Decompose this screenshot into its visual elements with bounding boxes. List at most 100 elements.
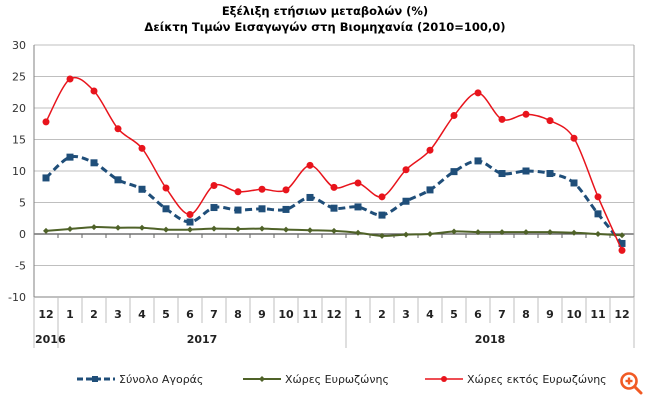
x-tick-label: 1 xyxy=(66,308,74,321)
data-point xyxy=(523,229,529,236)
data-point xyxy=(90,87,98,95)
data-point xyxy=(354,203,362,211)
x-tick-label: 9 xyxy=(546,308,554,321)
data-point xyxy=(234,206,242,214)
x-tick-label: 9 xyxy=(258,308,266,321)
data-series xyxy=(42,75,626,254)
y-tick-label: 15 xyxy=(12,134,26,147)
data-point xyxy=(355,229,361,236)
data-point xyxy=(595,231,601,237)
x-tick-label: 8 xyxy=(522,308,530,321)
data-point xyxy=(258,205,266,213)
data-point xyxy=(451,228,457,235)
data-point xyxy=(378,193,386,201)
data-point xyxy=(187,226,193,233)
data-point xyxy=(546,170,554,178)
x-tick-label: 11 xyxy=(590,308,605,321)
x-tick-label: 5 xyxy=(450,308,458,321)
data-point xyxy=(402,166,410,174)
legend-label-non-eurozone: Χώρες εκτός Ευρωζώνης xyxy=(467,372,607,386)
data-point xyxy=(162,205,170,213)
data-point xyxy=(210,181,218,189)
data-point xyxy=(186,210,194,218)
legend-solid-circle-icon xyxy=(425,376,463,382)
x-tick-label: 6 xyxy=(186,308,194,321)
zoom-in-icon xyxy=(620,372,643,395)
data-point xyxy=(235,225,241,232)
data-point xyxy=(498,170,506,178)
x-tick-label: 8 xyxy=(234,308,242,321)
data-point xyxy=(354,179,362,187)
data-point xyxy=(594,210,602,218)
data-point xyxy=(139,224,145,231)
data-point xyxy=(474,89,482,97)
data-point xyxy=(547,229,553,236)
x-tick-label: 2 xyxy=(90,308,98,321)
x-tick-label: 10 xyxy=(278,308,294,321)
data-point xyxy=(330,204,338,212)
data-point xyxy=(426,146,434,154)
data-point xyxy=(331,227,337,234)
data-point xyxy=(114,176,122,184)
data-point xyxy=(379,232,385,239)
x-tick-label: 7 xyxy=(210,308,218,321)
data-point xyxy=(234,188,242,196)
year-group-label: 2018 xyxy=(475,333,506,346)
legend-item-total-market: Σύνολο Αγοράς xyxy=(76,370,203,388)
data-point xyxy=(306,193,314,201)
data-point xyxy=(618,246,626,254)
data-point xyxy=(571,229,577,236)
data-point xyxy=(403,231,409,238)
data-point xyxy=(258,185,266,193)
x-tick-label: 12 xyxy=(614,308,629,321)
data-point xyxy=(42,174,50,182)
chart-title: Εξέλιξη ετήσιων μεταβολών (%) Δείκτη Τιμ… xyxy=(0,3,650,35)
data-point xyxy=(522,110,530,118)
y-tick-label: 30 xyxy=(12,39,26,52)
series-eurozone xyxy=(43,224,625,239)
data-point xyxy=(186,218,194,226)
y-tick-label: 5 xyxy=(19,197,26,210)
legend-solid-diamond-icon xyxy=(243,376,281,382)
data-point xyxy=(259,225,265,232)
data-point xyxy=(450,168,458,176)
data-point xyxy=(138,144,146,152)
data-point xyxy=(402,197,410,205)
data-point xyxy=(114,125,122,133)
x-tick-label: 1 xyxy=(354,308,362,321)
legend-label-total-market: Σύνολο Αγοράς xyxy=(119,372,204,386)
data-point xyxy=(67,225,73,232)
x-tick-label: 4 xyxy=(426,308,434,321)
y-tick-label: -10 xyxy=(8,291,26,304)
data-point xyxy=(570,134,578,142)
data-point xyxy=(619,232,625,239)
year-group-label: 2017 xyxy=(187,333,218,346)
x-tick-label: 3 xyxy=(402,308,410,321)
data-point xyxy=(306,161,314,169)
chart-title-line1: Εξέλιξη ετήσιων μεταβολών (%) xyxy=(221,4,429,18)
data-point xyxy=(474,157,482,165)
x-tick-label: 11 xyxy=(302,308,317,321)
y-tick-label: 20 xyxy=(12,102,26,115)
x-tick-label: 5 xyxy=(162,308,170,321)
data-point xyxy=(90,159,98,167)
x-tick-label: 3 xyxy=(114,308,122,321)
x-tick-label: 10 xyxy=(566,308,582,321)
data-point xyxy=(307,227,313,234)
data-point xyxy=(426,186,434,194)
zoom-in-button[interactable] xyxy=(618,370,644,396)
x-tick-label: 6 xyxy=(474,308,482,321)
data-point xyxy=(282,205,290,213)
data-point xyxy=(115,224,121,231)
x-tick-label: 12 xyxy=(38,308,53,321)
x-tick-label: 7 xyxy=(498,308,506,321)
data-point xyxy=(138,185,146,193)
data-point xyxy=(450,112,458,120)
series-total-market xyxy=(42,153,626,247)
data-point xyxy=(163,226,169,233)
data-point xyxy=(498,115,506,123)
data-point xyxy=(210,204,218,212)
data-point xyxy=(211,225,217,232)
